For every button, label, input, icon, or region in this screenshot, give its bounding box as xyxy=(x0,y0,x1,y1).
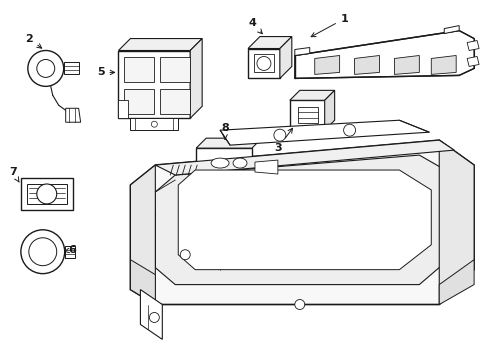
Polygon shape xyxy=(65,108,81,122)
Polygon shape xyxy=(289,100,324,130)
Polygon shape xyxy=(438,260,473,305)
Polygon shape xyxy=(64,246,75,258)
Text: 5: 5 xyxy=(97,67,114,77)
Circle shape xyxy=(21,230,64,274)
Text: 6: 6 xyxy=(64,245,77,255)
Polygon shape xyxy=(247,49,279,78)
Polygon shape xyxy=(297,107,317,123)
Polygon shape xyxy=(394,55,419,75)
Circle shape xyxy=(149,312,159,323)
Polygon shape xyxy=(430,55,455,75)
Text: 4: 4 xyxy=(247,18,262,34)
Polygon shape xyxy=(289,90,334,100)
Polygon shape xyxy=(247,37,291,49)
Polygon shape xyxy=(118,39,202,50)
Polygon shape xyxy=(124,58,154,82)
Polygon shape xyxy=(220,120,428,145)
Polygon shape xyxy=(466,57,478,67)
Polygon shape xyxy=(130,260,155,305)
Circle shape xyxy=(273,129,285,141)
Circle shape xyxy=(37,184,57,204)
Polygon shape xyxy=(324,90,334,130)
Polygon shape xyxy=(354,55,379,75)
Polygon shape xyxy=(63,62,79,75)
Polygon shape xyxy=(27,184,66,204)
Polygon shape xyxy=(178,170,430,270)
Polygon shape xyxy=(130,118,178,130)
Text: 1: 1 xyxy=(310,14,348,37)
Circle shape xyxy=(29,238,57,266)
Polygon shape xyxy=(438,140,473,305)
Polygon shape xyxy=(314,55,339,75)
Polygon shape xyxy=(196,148,251,178)
Circle shape xyxy=(37,59,55,77)
Text: 8: 8 xyxy=(221,123,228,139)
Polygon shape xyxy=(130,140,473,305)
Polygon shape xyxy=(118,100,128,118)
Polygon shape xyxy=(294,48,309,55)
Polygon shape xyxy=(238,178,251,188)
Text: 7: 7 xyxy=(9,167,19,182)
Polygon shape xyxy=(466,41,478,50)
Polygon shape xyxy=(130,165,155,305)
Polygon shape xyxy=(124,89,154,114)
Polygon shape xyxy=(294,31,473,78)
Polygon shape xyxy=(160,58,190,82)
Polygon shape xyxy=(196,138,262,148)
Polygon shape xyxy=(253,54,273,72)
Circle shape xyxy=(180,250,190,260)
Text: 2: 2 xyxy=(25,33,41,48)
Polygon shape xyxy=(206,178,220,188)
Polygon shape xyxy=(279,37,291,78)
Text: 3: 3 xyxy=(273,128,292,153)
Polygon shape xyxy=(118,50,190,118)
Circle shape xyxy=(151,121,157,127)
Ellipse shape xyxy=(211,158,228,168)
Circle shape xyxy=(256,57,270,71)
Circle shape xyxy=(294,300,304,310)
Polygon shape xyxy=(155,140,453,175)
Polygon shape xyxy=(140,289,162,339)
Polygon shape xyxy=(155,155,453,285)
Circle shape xyxy=(343,124,355,136)
Polygon shape xyxy=(190,39,202,118)
Ellipse shape xyxy=(233,158,246,168)
Polygon shape xyxy=(21,178,73,210)
Polygon shape xyxy=(443,26,458,33)
Polygon shape xyxy=(254,160,277,174)
Circle shape xyxy=(28,50,63,86)
Polygon shape xyxy=(160,89,190,114)
